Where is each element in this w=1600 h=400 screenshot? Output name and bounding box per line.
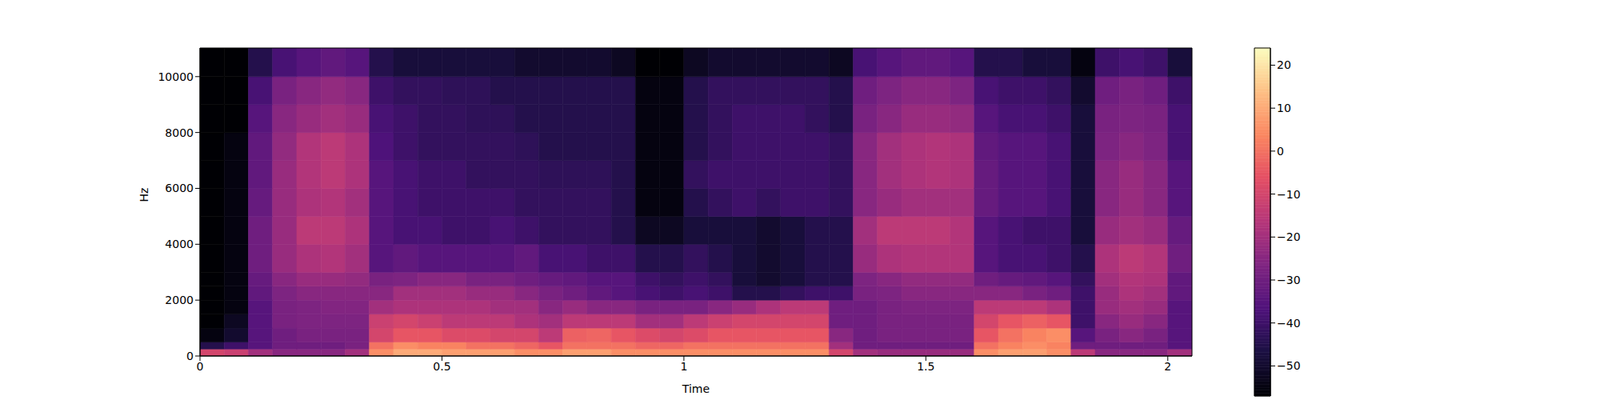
svg-text:20: 20 [1276,58,1292,72]
svg-text:0: 0 [1276,144,1284,158]
svg-text:4000: 4000 [164,237,194,251]
svg-text:10000: 10000 [157,70,194,84]
svg-text:−30: −30 [1276,273,1301,287]
svg-text:1: 1 [680,360,688,373]
svg-text:0: 0 [196,360,204,373]
svg-text:0.5: 0.5 [432,360,451,373]
svg-text:6000: 6000 [164,181,194,195]
svg-text:−50: −50 [1276,359,1301,372]
svg-text:0: 0 [186,349,194,363]
svg-text:2: 2 [1164,360,1172,373]
svg-text:1.5: 1.5 [916,360,935,373]
svg-text:8000: 8000 [164,126,194,140]
svg-text:−10: −10 [1276,188,1301,201]
svg-text:10: 10 [1276,101,1292,115]
svg-text:−20: −20 [1276,230,1301,244]
svg-text:2000: 2000 [164,293,194,307]
svg-text:Hz: Hz [137,188,151,203]
svg-text:Time: Time [681,382,710,396]
svg-text:−40: −40 [1276,316,1301,330]
